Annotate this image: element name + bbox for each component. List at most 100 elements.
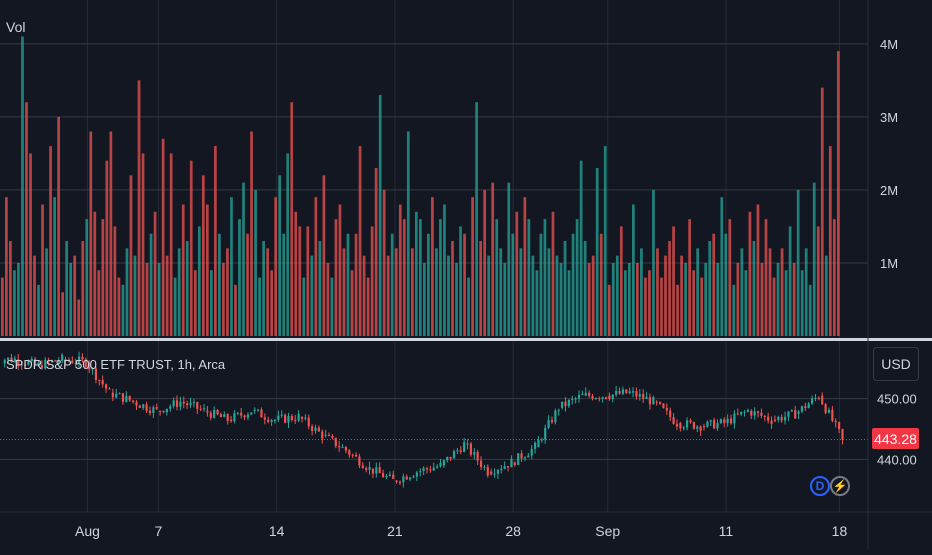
candle-body: [361, 465, 364, 469]
volume-bar: [258, 277, 261, 336]
volume-bar: [230, 197, 233, 336]
candle-body: [17, 359, 20, 365]
volume-bar: [427, 233, 430, 336]
volume-bar: [322, 175, 326, 336]
candle-body: [13, 358, 16, 362]
volume-axis: 1M 2M 3M 4M: [880, 37, 898, 271]
candle-body: [263, 417, 266, 420]
volume-bar: [85, 219, 89, 336]
candle-body: [192, 402, 195, 404]
candle-body: [746, 410, 749, 412]
pane-separator[interactable]: [0, 338, 932, 341]
volume-bar: [660, 277, 663, 336]
currency-button[interactable]: USD: [873, 347, 919, 381]
candle-body: [463, 442, 466, 452]
candle-body: [20, 364, 23, 366]
candle-body: [817, 397, 820, 399]
candle-body: [57, 360, 60, 362]
volume-bar: [495, 219, 499, 336]
volume-bar: [648, 270, 651, 336]
candle-body: [317, 427, 320, 432]
candle-body: [94, 368, 98, 381]
volume-bar: [696, 248, 700, 336]
volume-bar: [314, 197, 318, 336]
volume-bar: [222, 262, 225, 336]
candle-body: [838, 422, 841, 430]
volume-bar: [535, 270, 539, 336]
volume-bar: [362, 255, 366, 336]
volume-bar: [619, 226, 623, 336]
volume-bar: [69, 262, 73, 336]
volume-bar: [354, 233, 358, 336]
candle-body: [726, 418, 729, 423]
candle-body: [71, 360, 74, 364]
candle-body: [729, 418, 733, 424]
candle-body: [770, 420, 773, 424]
volume-bar: [491, 182, 495, 336]
candle-body: [290, 416, 293, 420]
earnings-icon[interactable]: ⚡: [830, 476, 850, 496]
candle-body: [27, 360, 30, 365]
dividend-icon[interactable]: D: [810, 476, 830, 496]
candle-body: [30, 358, 33, 361]
candle-body: [604, 397, 608, 399]
volume-bar: [644, 277, 647, 336]
volume-bar: [101, 219, 105, 336]
candle-body: [500, 468, 503, 471]
candle-body: [611, 394, 614, 400]
candle-body: [564, 401, 567, 407]
candle-body: [98, 380, 101, 382]
candle-body: [229, 419, 233, 422]
symbol-legend[interactable]: SPDR S&P 500 ETF TRUST, 1h, Arca: [6, 357, 226, 372]
candle-body: [561, 401, 564, 408]
volume-bar: [254, 189, 257, 336]
volume-bar: [764, 219, 768, 336]
volume-bar: [800, 270, 804, 336]
volume-bar: [579, 160, 583, 336]
volume-bar: [732, 284, 736, 336]
candle-body: [753, 411, 756, 416]
candle-body: [3, 360, 6, 364]
volume-bar: [193, 270, 197, 336]
volume-bar: [234, 284, 237, 336]
volume-bar: [563, 241, 567, 336]
volume-bar: [298, 226, 302, 336]
time-tick-label: 28: [505, 523, 521, 539]
candle-body: [773, 419, 777, 421]
volume-bar: [274, 197, 278, 336]
candle-body: [344, 447, 348, 451]
candle-body: [226, 414, 229, 422]
candle-body: [642, 394, 645, 399]
volume-bar: [177, 248, 181, 336]
volume-bar: [394, 248, 398, 336]
candle-body: [476, 451, 479, 461]
price-tick-label: 440.00: [877, 452, 917, 467]
candle-body: [716, 423, 719, 429]
volume-bar: [599, 233, 603, 336]
candle-body: [733, 413, 736, 424]
volume-bar: [471, 197, 474, 336]
candle-body: [692, 422, 695, 429]
candle-body: [442, 460, 445, 466]
candle-body: [409, 477, 412, 480]
candle-body: [375, 467, 378, 474]
volume-bar: [109, 131, 113, 336]
candle-body: [702, 426, 706, 427]
candle-body: [81, 356, 84, 360]
candle-body: [354, 454, 358, 457]
candle-body: [652, 397, 655, 405]
candle-body: [206, 410, 209, 413]
volume-bar: [242, 182, 245, 336]
candle-body: [142, 404, 145, 408]
candle-body: [841, 429, 844, 440]
candle-body: [182, 401, 185, 404]
candle-body: [415, 472, 418, 477]
volume-tick-label: 2M: [880, 183, 898, 198]
candle-body: [138, 405, 141, 408]
volume-bar: [792, 262, 796, 336]
volume-bar: [784, 270, 788, 336]
volume-bar: [201, 175, 205, 336]
candle-body: [625, 389, 628, 394]
